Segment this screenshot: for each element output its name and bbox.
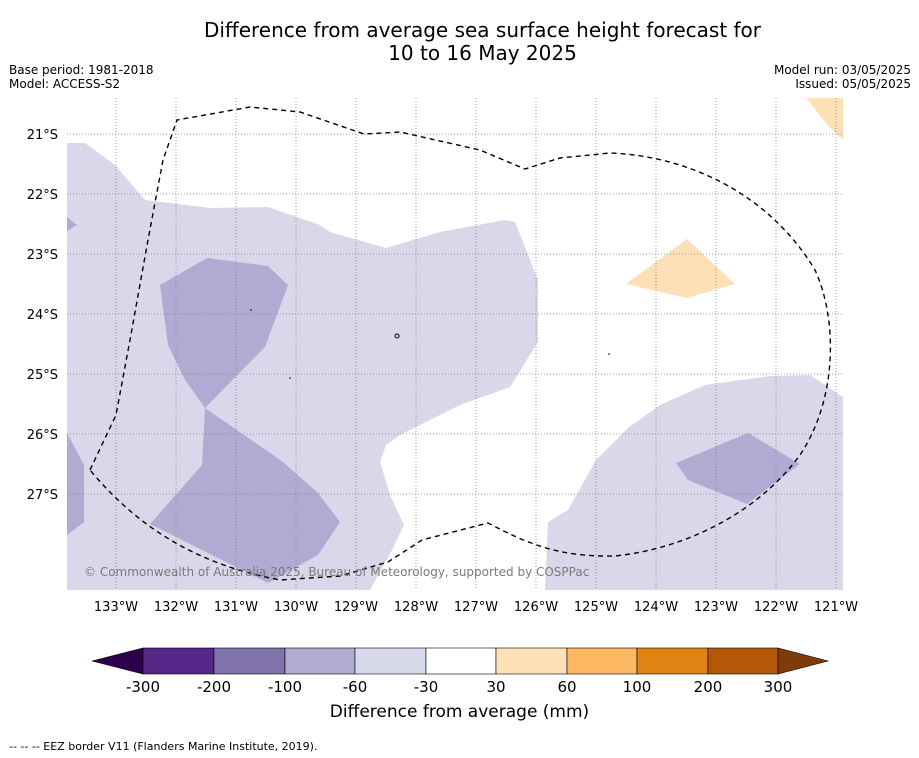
lon-label: 121°W — [814, 600, 858, 615]
colorbar-label: -60 — [343, 678, 368, 696]
colorbar-title: Difference from average (mm) — [329, 702, 590, 722]
island-dot — [289, 377, 291, 379]
map-title: Difference from average sea surface heig… — [0, 19, 919, 65]
colorbar-label: 300 — [764, 678, 793, 696]
lat-label: 22°S — [27, 188, 58, 203]
colorbar-bin — [425, 647, 497, 675]
lon-label: 133°W — [94, 600, 138, 615]
eez-border — [89, 106, 832, 581]
longitude-labels: 133°W 132°W 131°W 130°W 129°W 128°W 127°… — [94, 600, 858, 615]
strong-anomaly-southeast — [676, 433, 800, 504]
lon-label: 128°W — [394, 600, 438, 615]
eez-legend-note: -- -- -- EEZ border V11 (Flanders Marine… — [9, 740, 318, 753]
colorbar-label: -100 — [268, 678, 302, 696]
title-line-2: 10 to 16 May 2025 — [388, 41, 577, 65]
colorbar-label: -30 — [414, 678, 439, 696]
model-run: Model run: 03/05/2025 — [773, 63, 911, 77]
colorbar-bin — [354, 647, 427, 675]
colorbar-label: 200 — [694, 678, 723, 696]
colorbar-bin — [636, 647, 709, 675]
gridlines — [67, 98, 843, 590]
colorbar-bin — [213, 647, 286, 675]
colorbar-bin — [495, 647, 568, 675]
positive-anomaly-center — [626, 239, 735, 298]
positive-anomaly-northeast — [806, 98, 843, 140]
strong-anomaly-west-edge — [67, 433, 84, 535]
lon-label: 131°W — [214, 600, 258, 615]
lon-label: 123°W — [694, 600, 738, 615]
colorbar-extend-low — [91, 647, 144, 675]
colorbar-bin — [142, 647, 215, 675]
colorbar-bin — [707, 647, 779, 675]
colorbar-label: -200 — [197, 678, 231, 696]
island-dot — [250, 309, 252, 311]
lon-label: 132°W — [154, 600, 198, 615]
lon-label: 130°W — [274, 600, 318, 615]
copyright-notice: © Commonwealth of Australia 2025, Bureau… — [84, 565, 590, 579]
colorbar-bin — [566, 647, 638, 675]
colorbar-bin — [284, 647, 356, 675]
lat-label: 24°S — [27, 308, 58, 323]
strong-anomaly-south — [150, 408, 340, 583]
colorbar-label: 100 — [623, 678, 652, 696]
colorbar-label: 60 — [557, 678, 576, 696]
colorbar-extend-high — [777, 647, 830, 675]
issued-date: Issued: 05/05/2025 — [795, 77, 911, 91]
lon-label: 124°W — [634, 600, 678, 615]
island-dot — [394, 333, 400, 339]
map-area — [67, 98, 843, 590]
base-period: Base period: 1981-2018 — [9, 63, 154, 77]
latitude-labels: 21°S 22°S 23°S 24°S 25°S 26°S 27°S — [27, 128, 58, 503]
lon-label: 126°W — [514, 600, 558, 615]
lat-label: 26°S — [27, 428, 58, 443]
island-dot — [608, 353, 610, 355]
meta-right: Model run: 03/05/2025 Issued: 05/05/2025 — [774, 63, 911, 91]
anomaly-region-southeast — [545, 375, 843, 590]
anomaly-region-west — [67, 143, 538, 590]
meta-left: Base period: 1981-2018 Model: ACCESS-S2 — [9, 63, 154, 91]
model-name: Model: ACCESS-S2 — [9, 77, 121, 91]
title-line-1: Difference from average sea surface heig… — [203, 18, 762, 42]
strong-anomaly-north — [160, 258, 288, 408]
lat-label: 27°S — [27, 488, 58, 503]
colorbar-label: -300 — [126, 678, 160, 696]
colorbar: -300 -200 -100 -60 -30 30 60 100 200 300 — [91, 647, 830, 696]
strong-anomaly-west-tip — [67, 217, 77, 231]
lat-label: 25°S — [27, 368, 58, 383]
lon-label: 122°W — [754, 600, 798, 615]
lon-label: 125°W — [574, 600, 618, 615]
lat-label: 21°S — [27, 128, 58, 143]
lon-label: 129°W — [334, 600, 378, 615]
colorbar-label: 30 — [486, 678, 505, 696]
lon-label: 127°W — [454, 600, 498, 615]
lat-label: 23°S — [27, 248, 58, 263]
